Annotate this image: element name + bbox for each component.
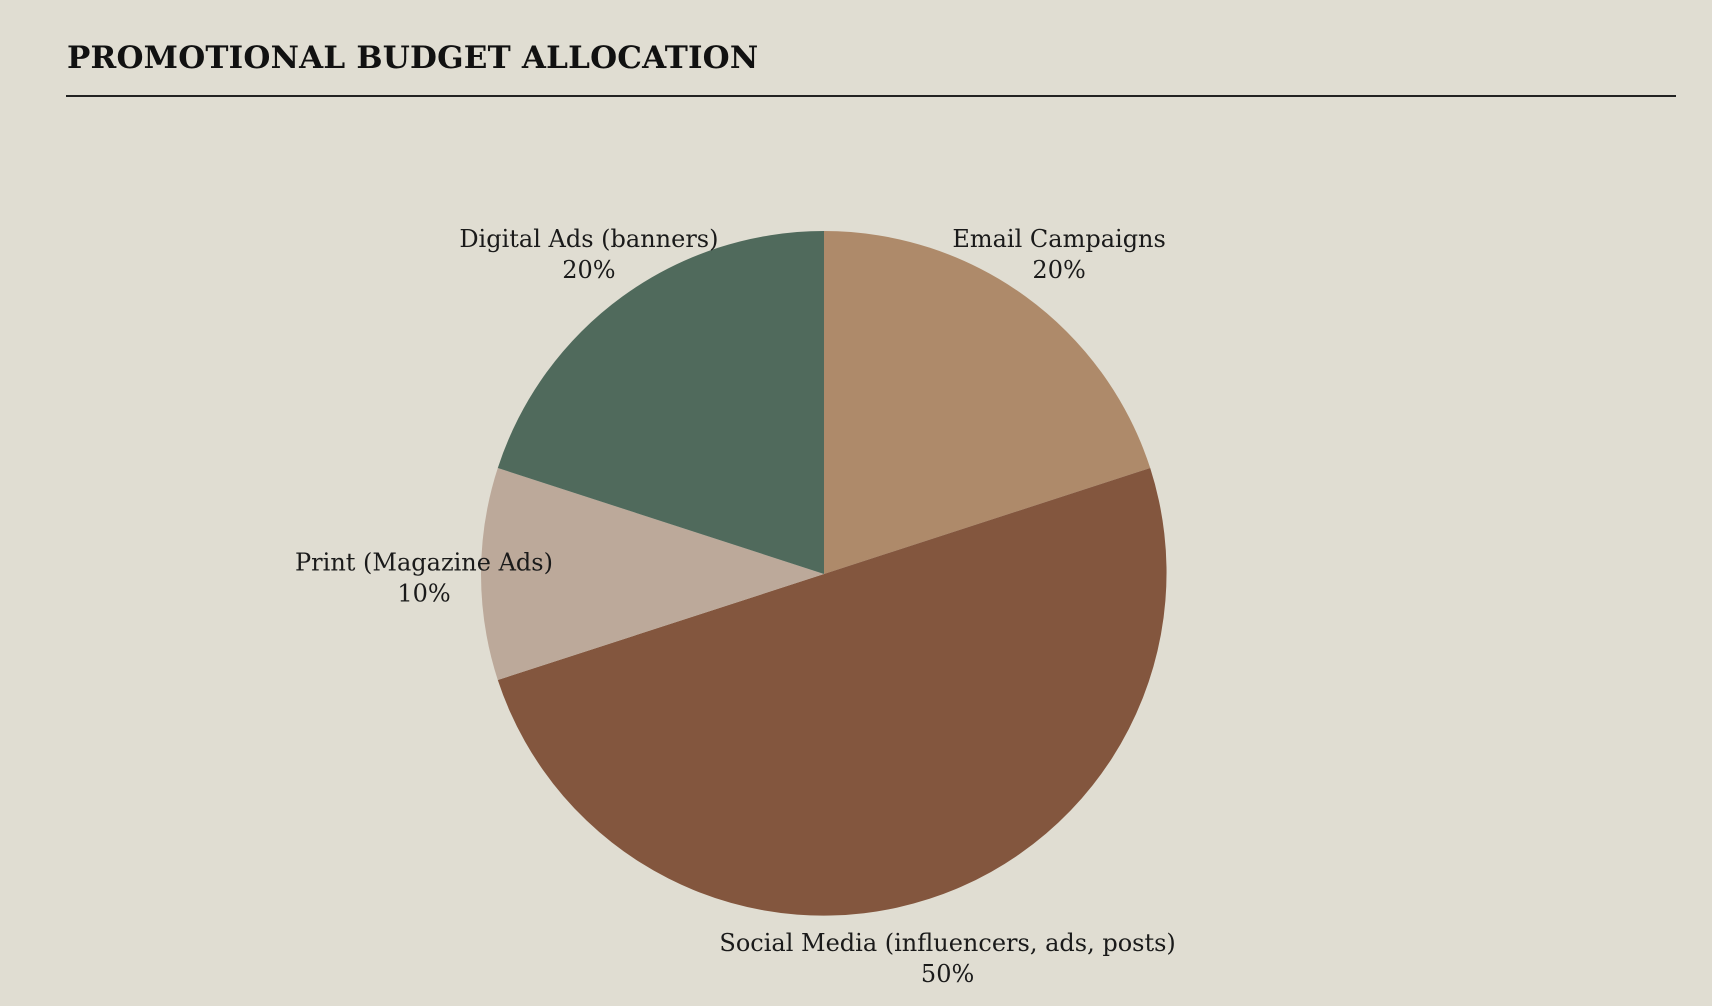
pie-slices bbox=[481, 230, 1167, 916]
slice-value-label: 20% bbox=[1032, 256, 1085, 284]
title-divider bbox=[66, 95, 1676, 97]
slice-category-label: Email Campaigns bbox=[952, 225, 1165, 253]
slice-value-label: 20% bbox=[562, 256, 615, 284]
chart-title: PROMOTIONAL BUDGET ALLOCATION bbox=[67, 40, 759, 76]
slice-label-social-media-influencers-ads-posts: Social Media (influencers, ads, posts) 50… bbox=[719, 929, 1175, 988]
slice-label-email-campaigns: Email Campaigns 20% bbox=[952, 225, 1165, 284]
slice-value-label: 50% bbox=[921, 960, 974, 988]
pie-slice-email-campaigns bbox=[824, 231, 1151, 574]
pie-slice-digital-ads-banners bbox=[497, 230, 824, 575]
slice-value-label: 10% bbox=[397, 580, 450, 608]
slice-category-label: Social Media (influencers, ads, posts) bbox=[719, 929, 1175, 957]
pie-slice-print-magazine-ads bbox=[481, 468, 824, 680]
pie-labels: Email Campaigns 20% Social Media (influenc… bbox=[295, 225, 1176, 988]
slice-label-print-magazine-ads: Print (Magazine Ads) 10% bbox=[295, 548, 553, 607]
pie-slice-social-media-influencers-ads-posts bbox=[497, 468, 1167, 916]
slice-category-label: Digital Ads (banners) bbox=[459, 225, 718, 253]
slice-category-label: Print (Magazine Ads) bbox=[295, 548, 553, 576]
slice-label-digital-ads-banners: Digital Ads (banners) 20% bbox=[459, 225, 718, 284]
